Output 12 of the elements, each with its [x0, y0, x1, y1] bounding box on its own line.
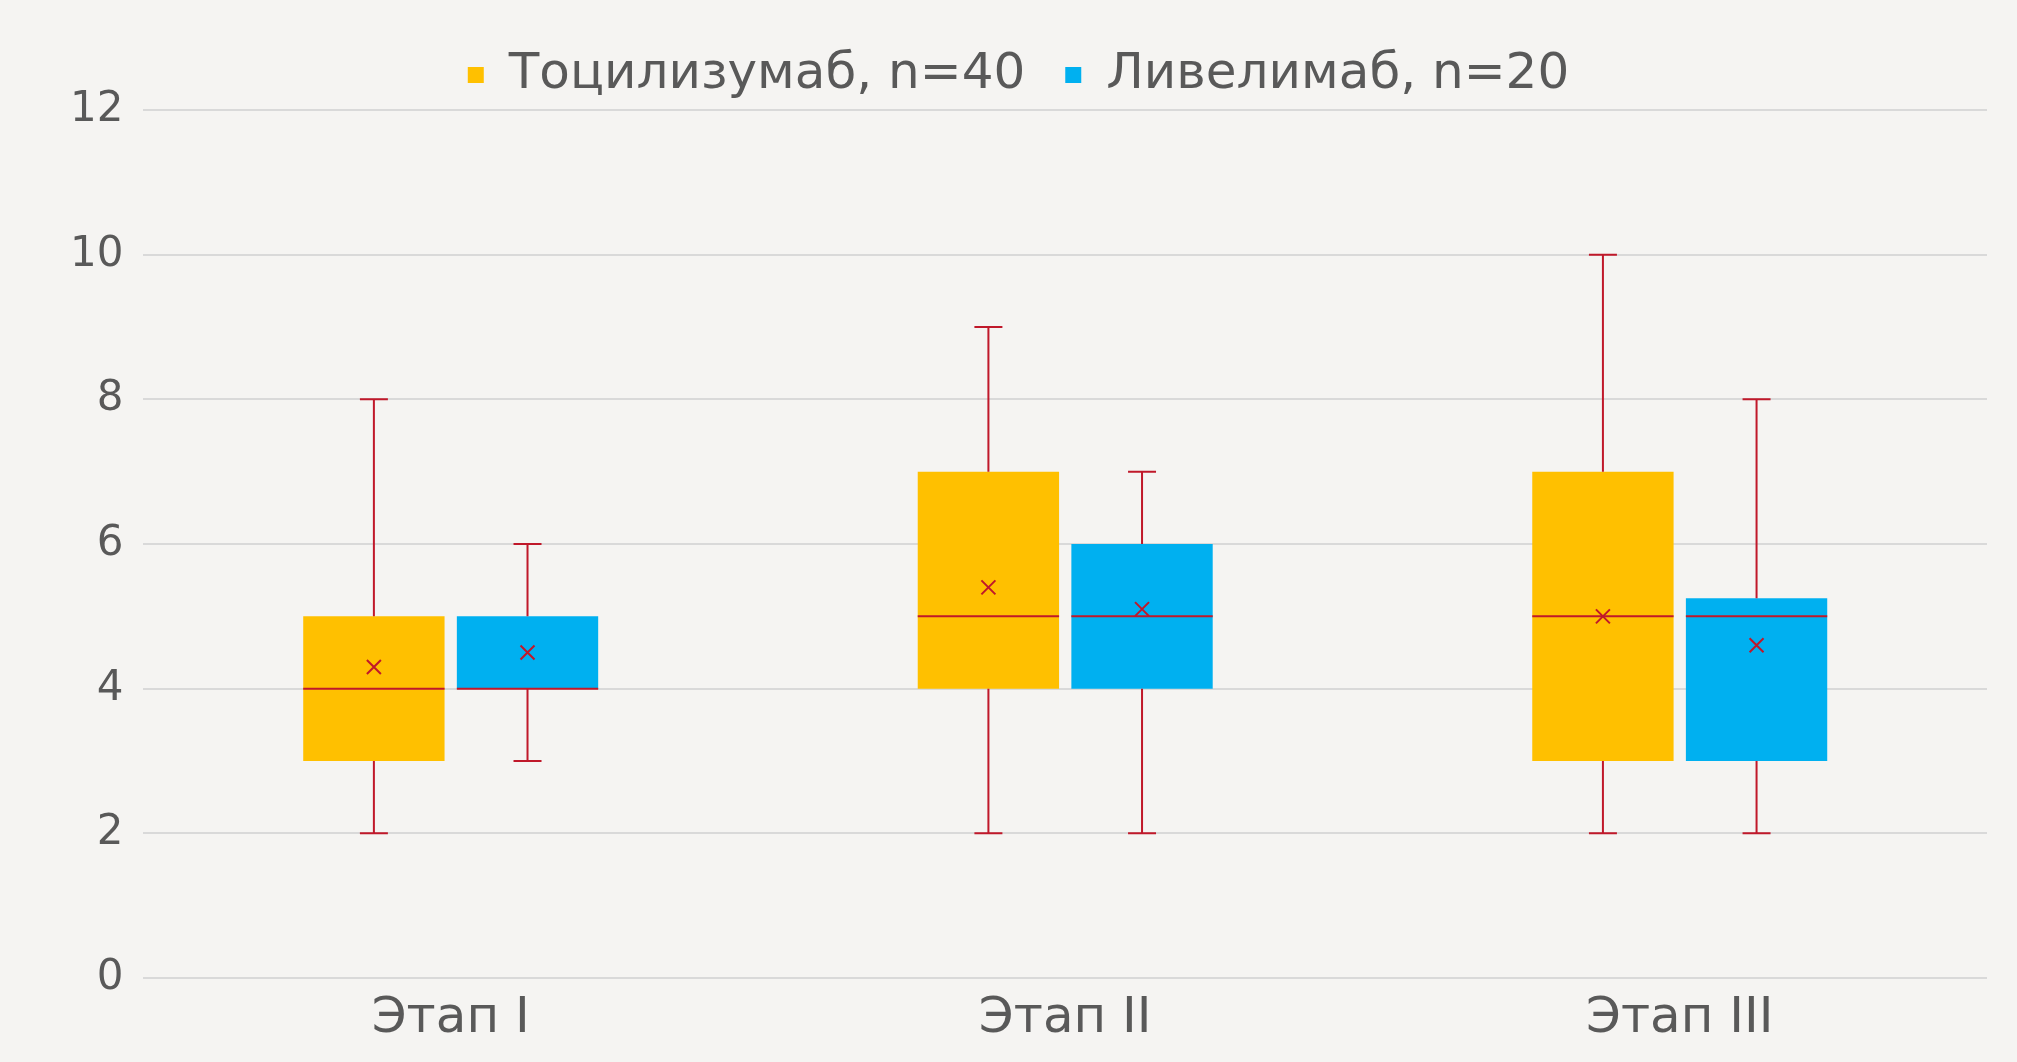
y-tick-label: 8	[96, 371, 124, 421]
y-tick-label: 0	[96, 949, 124, 999]
legend-label: Тоцилизумаб, n=40	[507, 41, 1026, 100]
x-tick-label: Этап I	[371, 985, 530, 1044]
y-tick-label: 12	[69, 81, 124, 131]
legend-label: Ливелимаб, n=20	[1106, 41, 1570, 100]
y-tick-label: 6	[96, 515, 124, 565]
x-tick-label: Этап III	[1585, 985, 1774, 1044]
y-tick-label: 2	[96, 805, 124, 855]
y-tick-label: 4	[96, 660, 124, 710]
y-tick-label: 10	[69, 226, 124, 276]
x-tick-label: Этап II	[978, 985, 1152, 1044]
